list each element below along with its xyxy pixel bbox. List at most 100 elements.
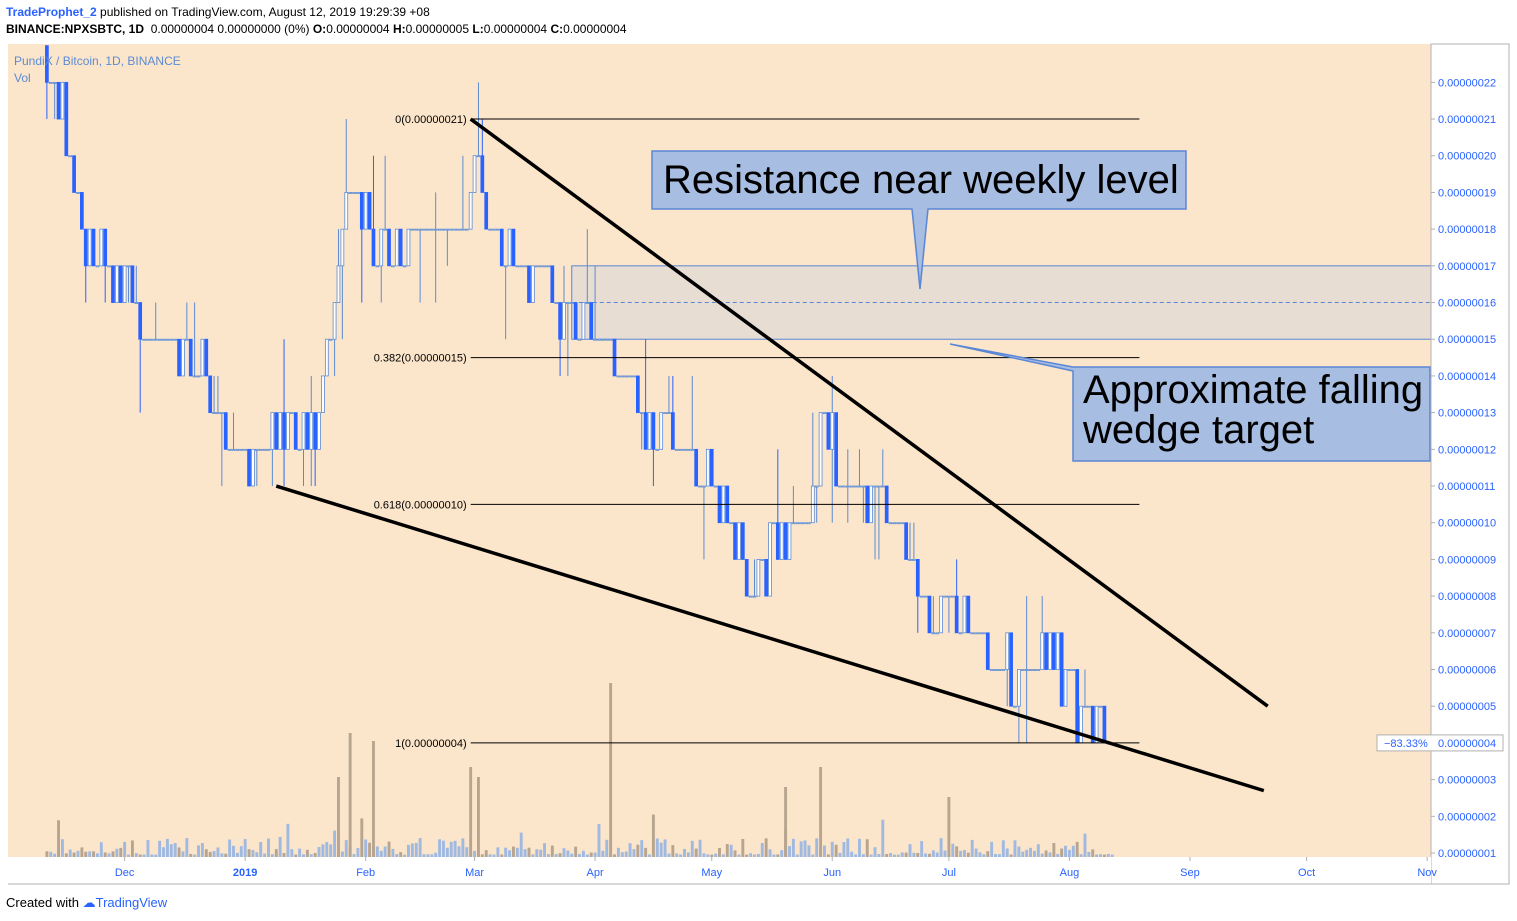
footer-brand-link[interactable]: TradingView	[95, 895, 168, 910]
volume-bar	[410, 843, 414, 857]
volume-bar	[900, 852, 904, 857]
candle-body	[391, 265, 395, 268]
candle-body	[659, 412, 664, 450]
volume-bar	[130, 840, 134, 857]
volume-bar	[99, 842, 103, 857]
candle-body	[787, 522, 792, 560]
candle-body	[157, 338, 162, 341]
candle-body	[321, 375, 325, 414]
x-tick-label: 2019	[233, 867, 257, 879]
candle-body	[737, 522, 741, 560]
candle-body	[188, 338, 193, 377]
candle-body	[45, 45, 49, 83]
candle-body	[1017, 669, 1021, 707]
x-tick-label: Nov	[1417, 867, 1437, 879]
candle-body	[212, 412, 216, 415]
candle-body	[278, 412, 283, 450]
volume-bar	[290, 849, 294, 857]
volume-bar	[243, 839, 247, 857]
volume-bar	[92, 851, 95, 857]
fib-level-label: 0(0.00000021)	[395, 114, 467, 126]
candle-body	[663, 412, 667, 415]
volume-bar	[1110, 854, 1114, 857]
volume-bar	[352, 854, 356, 857]
volume-bar	[356, 847, 360, 857]
volume-bar	[764, 838, 768, 857]
volume-bar	[737, 854, 741, 857]
y-tick-label: 0.00000014	[1438, 371, 1496, 383]
volume-bar	[426, 854, 430, 857]
candle-body	[216, 412, 220, 415]
volume-bar	[64, 853, 68, 857]
volume-bar	[232, 845, 235, 857]
y-tick-label: 0.00000019	[1438, 187, 1496, 199]
volume-bar	[496, 847, 500, 857]
candle-body	[985, 632, 990, 670]
candle-body	[814, 485, 819, 488]
volume-bar	[795, 854, 799, 857]
candle-body	[95, 265, 100, 268]
candle-body	[184, 338, 189, 341]
volume-bar	[986, 851, 990, 857]
volume-spike	[469, 767, 473, 857]
volume-bar	[1083, 833, 1087, 857]
volume-bar	[515, 847, 519, 857]
author-link[interactable]: TradeProphet_2	[6, 5, 97, 19]
candle-body	[161, 338, 166, 341]
x-tick-label: May	[701, 867, 722, 879]
volume-bar	[480, 854, 484, 857]
volume-bar	[162, 847, 165, 857]
candle-body	[453, 228, 457, 231]
volume-bar	[780, 850, 784, 857]
candle-body	[484, 192, 489, 230]
candle-body	[99, 228, 104, 267]
volume-bar	[185, 838, 189, 857]
volume-bar	[1013, 840, 1017, 857]
candle-body	[410, 228, 415, 231]
volume-bar	[741, 838, 745, 857]
candle-body	[289, 412, 294, 415]
candle-body	[892, 522, 897, 525]
volume-bar	[383, 846, 387, 857]
volume-bar	[340, 851, 344, 857]
volume-bar	[858, 838, 861, 857]
volume-bar	[535, 849, 539, 857]
volume-bar	[527, 847, 531, 857]
candle-body	[83, 228, 88, 267]
candle-body	[639, 412, 644, 415]
volume-bar	[123, 841, 127, 857]
candle-body	[877, 485, 881, 488]
volume-spike	[372, 741, 375, 857]
candle-body	[1040, 632, 1045, 670]
candle-body	[297, 448, 302, 451]
candle-body	[1020, 669, 1025, 671]
volume-bar	[830, 841, 834, 857]
candle-body	[468, 192, 473, 230]
volume-bar	[978, 852, 982, 857]
candle-body	[507, 228, 512, 267]
volume-bar	[990, 841, 994, 857]
volume-bar	[749, 853, 753, 857]
candle-body	[488, 228, 492, 231]
candle-body	[601, 338, 605, 341]
volume-bar	[434, 852, 438, 857]
volume-bar	[803, 840, 807, 857]
volume-bar	[364, 839, 368, 857]
candle-body	[577, 338, 582, 341]
volume-bar	[453, 840, 457, 857]
volume-bar	[675, 853, 679, 857]
volume-bar	[974, 848, 978, 857]
volume-bar	[1056, 853, 1060, 857]
candle-body	[635, 375, 640, 414]
candle-body	[546, 265, 551, 268]
volume-bar	[605, 839, 609, 857]
candle-body	[931, 632, 936, 635]
candle-body	[262, 448, 267, 451]
x-tick-label: Feb	[356, 867, 375, 879]
volume-bar	[224, 853, 228, 857]
volume-bar	[935, 852, 939, 857]
volume-bar	[904, 852, 908, 857]
volume-bar	[88, 851, 92, 857]
candle-body	[429, 228, 434, 231]
